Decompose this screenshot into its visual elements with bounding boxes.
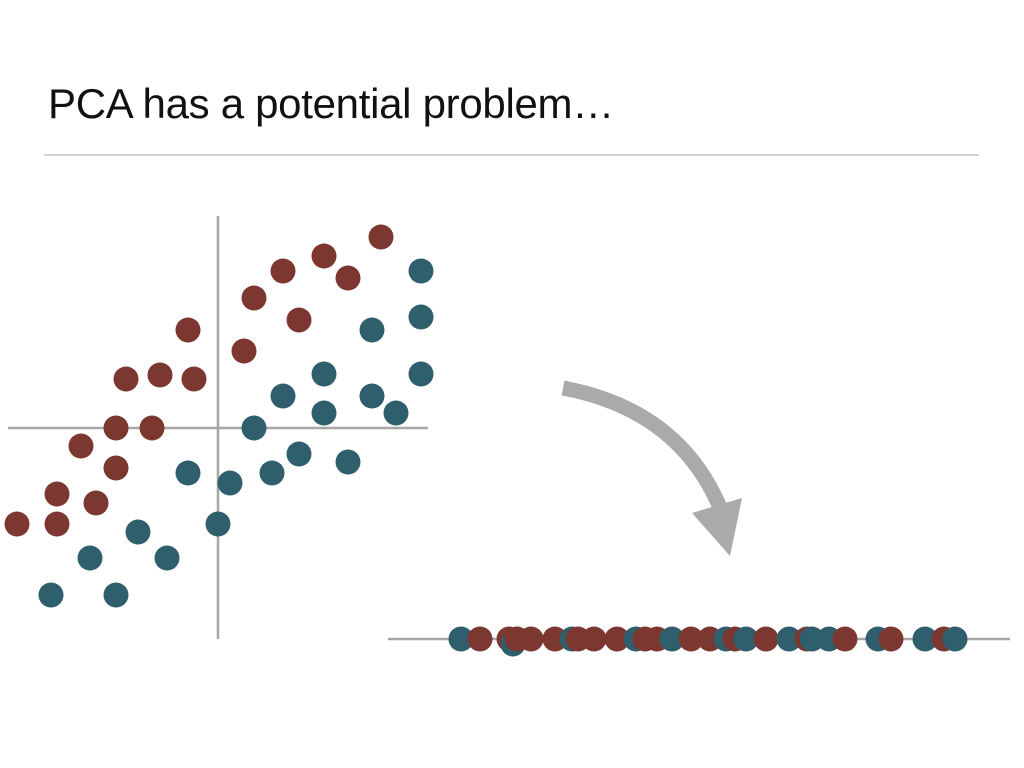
- projected-point-red: [678, 626, 704, 652]
- scatter-point-red: [368, 224, 394, 250]
- arrow-head: [692, 498, 742, 556]
- scatter-point-teal: [205, 511, 231, 537]
- scatter-point-teal: [77, 545, 103, 571]
- slide-title: PCA has a potential problem…: [48, 80, 614, 127]
- scatter-point-red: [44, 481, 70, 507]
- scatter-point-red: [4, 511, 30, 537]
- scatter-point-teal: [259, 460, 285, 486]
- projected-point-teal: [659, 626, 685, 652]
- scatter-point-teal: [311, 361, 337, 387]
- scatter-point-teal: [359, 317, 385, 343]
- title-divider: [44, 154, 979, 156]
- scatter-axes: [8, 216, 428, 639]
- scatter-point-teal: [217, 470, 243, 496]
- scatter-point-red: [147, 362, 173, 388]
- scatter-point-red: [286, 307, 312, 333]
- scatter-point-red: [181, 366, 207, 392]
- scatter-point-teal: [286, 441, 312, 467]
- scatter-point-red: [270, 258, 296, 284]
- scatter-point-teal: [408, 304, 434, 330]
- projected-point-teal: [448, 626, 474, 652]
- projected-point-red: [467, 626, 493, 652]
- scatter-point-red: [231, 338, 257, 364]
- projected-point-red: [518, 626, 544, 652]
- projection-arrow: [561, 380, 742, 556]
- scatter-point-red: [44, 511, 70, 537]
- scatter-point-teal: [311, 400, 337, 426]
- scatter-point-teal: [154, 545, 180, 571]
- projected-point-teal: [912, 626, 938, 652]
- scatter-point-red: [175, 317, 201, 343]
- scatter-point-red: [103, 455, 129, 481]
- scatter-point-red: [139, 415, 165, 441]
- scatter-point-teal: [175, 460, 201, 486]
- scatter-point-red: [103, 415, 129, 441]
- scatter-point-teal: [359, 383, 385, 409]
- scatter-point-teal: [408, 361, 434, 387]
- projected-point-red: [581, 626, 607, 652]
- projected-point-red: [832, 626, 858, 652]
- scatter-point-teal: [125, 519, 151, 545]
- scatter-point-teal: [335, 449, 361, 475]
- projected-point-red: [753, 626, 779, 652]
- projected-point-teal: [733, 626, 759, 652]
- scatter-point-teal: [383, 400, 409, 426]
- scatter-points: [4, 224, 434, 608]
- projected-point-teal: [942, 626, 968, 652]
- scatter-point-red: [113, 366, 139, 392]
- projected-point-red: [604, 626, 630, 652]
- scatter-point-red: [311, 243, 337, 269]
- scatter-point-teal: [103, 582, 129, 608]
- scatter-point-red: [83, 490, 109, 516]
- projected-point-red: [878, 626, 904, 652]
- projection-points: [448, 626, 968, 657]
- scatter-point-teal: [241, 415, 267, 441]
- scatter-point-teal: [408, 258, 434, 284]
- scatter-point-red: [241, 285, 267, 311]
- scatter-point-teal: [38, 582, 64, 608]
- scatter-point-teal: [270, 383, 296, 409]
- scatter-point-red: [68, 433, 94, 459]
- arrow-shaft: [561, 380, 728, 513]
- projected-point-teal: [776, 626, 802, 652]
- scatter-point-red: [335, 265, 361, 291]
